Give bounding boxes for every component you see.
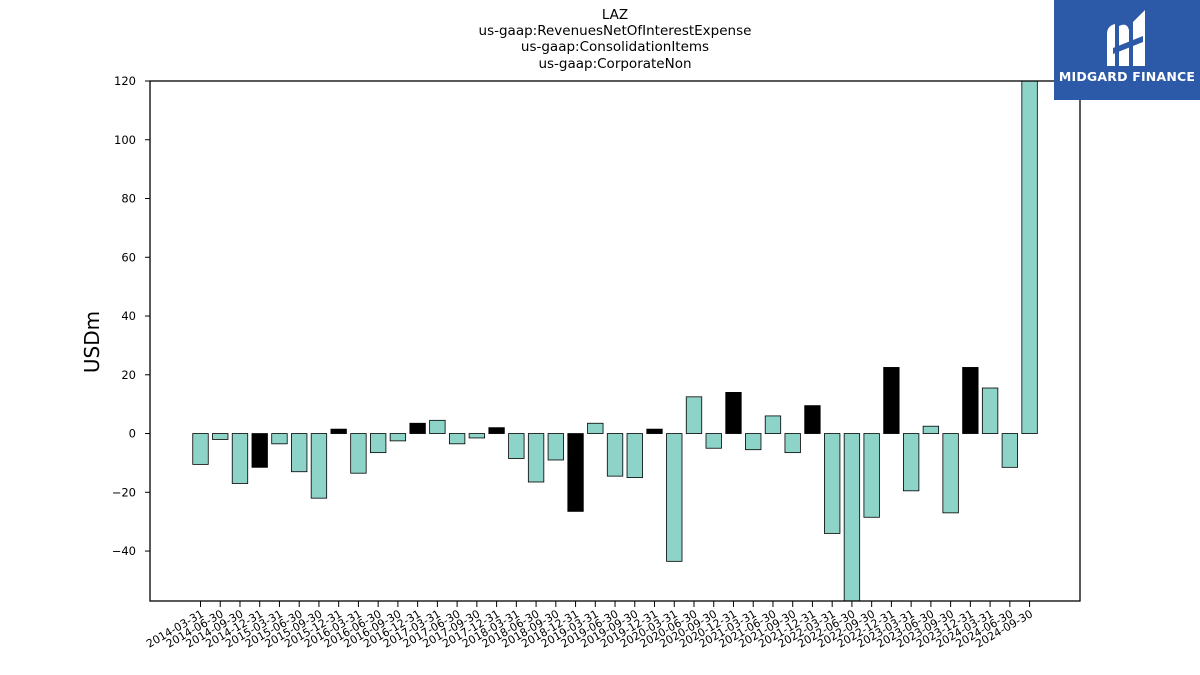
- bar-2016-09-30: [389, 433, 407, 442]
- brand-logo: MIDGARD FINANCE: [1054, 0, 1200, 100]
- bar-2021-09-30: [784, 433, 801, 454]
- bar-2014-12-31: [251, 433, 268, 468]
- chart-title: LAZ: [601, 7, 629, 23]
- y-tick-label: −40: [112, 544, 136, 558]
- y-tick-label: 20: [121, 368, 136, 382]
- bars-group: [192, 80, 1038, 602]
- plot-frame: [149, 80, 1081, 602]
- chart-subtitle-member: us-gaap:CorporateNon: [538, 56, 692, 72]
- bar-2014-06-30: [212, 433, 229, 440]
- bar-2021-03-31: [745, 433, 762, 451]
- bar-2020-09-30: [705, 433, 722, 449]
- chart-subtitle-metric: us-gaap:RevenuesNetOfInterestExpense: [478, 23, 752, 39]
- y-tick-label: 0: [129, 427, 136, 441]
- bar-2016-06-30: [370, 433, 387, 454]
- bar-2024-09-30: [1021, 80, 1038, 434]
- bar-2016-03-31: [350, 433, 367, 474]
- bar-2014-09-30: [231, 433, 249, 484]
- bar-2015-09-30: [310, 433, 328, 499]
- midgard-logo-icon: [1107, 10, 1145, 67]
- brand-name: MIDGARD FINANCE: [1058, 69, 1196, 84]
- bar-2014-03-31: [192, 433, 209, 465]
- bar-2019-06-30: [606, 433, 624, 477]
- bar-2021-12-31: [804, 405, 821, 434]
- bar-2022-06-30: [843, 433, 861, 602]
- bar-2021-06-30: [764, 415, 782, 434]
- bar-2023-09-30: [942, 433, 959, 514]
- bar-2022-12-31: [883, 367, 900, 434]
- bar-2024-03-31: [981, 387, 999, 434]
- bar-2017-09-30: [468, 433, 486, 439]
- bar-2019-03-31: [587, 422, 604, 434]
- bar-2015-12-31: [330, 428, 347, 434]
- bar-2023-12-31: [962, 367, 979, 434]
- bar-2015-06-30: [291, 433, 308, 473]
- bar-2022-03-31: [824, 433, 841, 534]
- y-tick-label: 120: [114, 74, 136, 88]
- bar-2019-09-30: [626, 433, 643, 479]
- chart-subtitle-axis: us-gaap:ConsolidationItems: [520, 39, 710, 55]
- y-tick-label: 100: [114, 133, 136, 147]
- bar-2023-03-31: [902, 433, 920, 492]
- bar-2017-06-30: [448, 433, 466, 445]
- bar-2020-12-31: [725, 392, 742, 434]
- bar-2015-03-31: [271, 433, 288, 445]
- bar-2020-03-31: [666, 433, 683, 562]
- bar-2022-09-30: [863, 433, 880, 518]
- bar-2017-12-31: [488, 427, 505, 434]
- y-tick-label: 60: [121, 250, 136, 264]
- bar-2018-03-31: [508, 433, 525, 459]
- x-axis: 2014-03-312014-06-302014-09-302014-12-31…: [144, 601, 1035, 651]
- y-tick-label: 40: [121, 309, 136, 323]
- y-tick-label: 80: [121, 192, 136, 206]
- y-axis-label: USDm: [80, 311, 104, 373]
- bar-2016-12-31: [409, 422, 426, 434]
- bar-2024-06-30: [1001, 433, 1018, 468]
- bar-2023-06-30: [922, 425, 940, 434]
- bar-2018-12-31: [567, 433, 584, 512]
- bar-2017-03-31: [429, 419, 446, 434]
- bar-2019-12-31: [646, 428, 663, 434]
- bar-2018-06-30: [527, 433, 545, 483]
- bar-2020-06-30: [685, 396, 703, 434]
- bar-2018-09-30: [547, 433, 564, 461]
- y-tick-label: −20: [112, 485, 136, 499]
- y-axis: −40 −20 0 20 40 60 80 100 120: [112, 74, 150, 558]
